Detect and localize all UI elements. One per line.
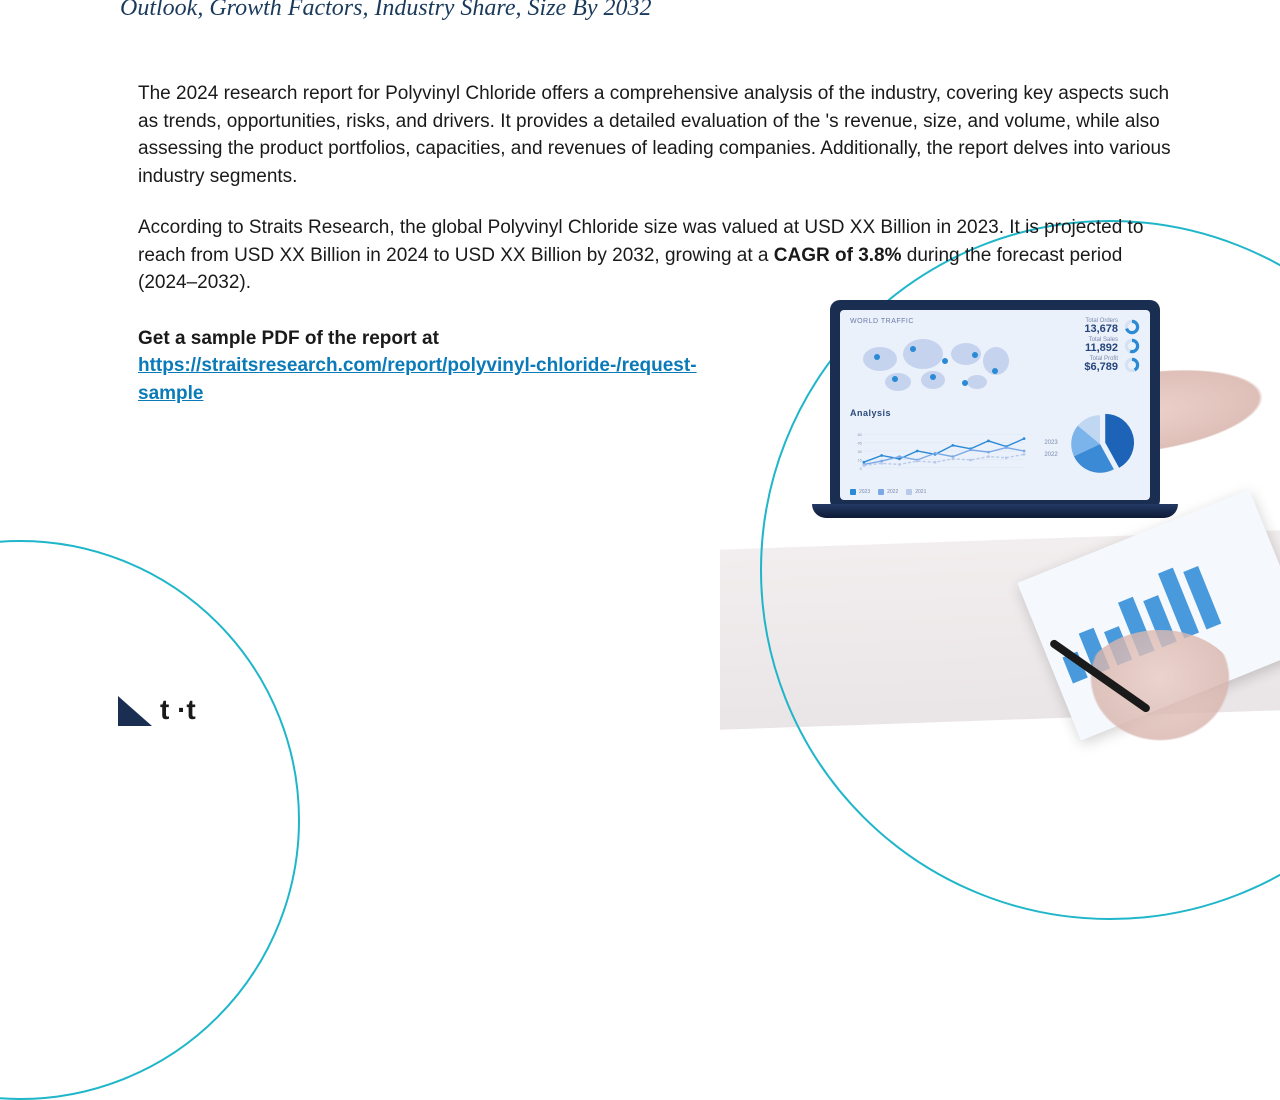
- laptop-base: [812, 504, 1178, 518]
- svg-text:30: 30: [857, 449, 862, 454]
- page-title: Outlook, Growth Factors, Industry Share,…: [120, 0, 652, 22]
- legend-label: 2021: [915, 489, 926, 495]
- legend-swatch: [878, 489, 884, 495]
- world-map: [850, 327, 1020, 397]
- laptop: WORLD TRAFFIC Total Orders13,678 Total Sa…: [830, 300, 1190, 550]
- pie-chart: [1064, 408, 1136, 480]
- legend-item: 2023: [850, 489, 870, 495]
- analysis-line-chart: 0 15 30 45 60: [850, 420, 1028, 482]
- legend-swatch: [850, 489, 856, 495]
- forecast-paragraph: According to Straits Research, the globa…: [138, 214, 1168, 297]
- legend-label: 2022: [887, 489, 898, 495]
- analysis-legend: 2023 2022 2021: [850, 489, 1028, 495]
- cagr-value: CAGR of 3.8%: [774, 245, 902, 266]
- analysis-title: Analysis: [850, 408, 1028, 418]
- pie-year: 2022: [1044, 452, 1057, 458]
- world-traffic-panel: WORLD TRAFFIC: [850, 318, 1020, 402]
- pie-panel: 2023 2022: [1040, 408, 1140, 495]
- stat-value: 13,678: [1030, 324, 1118, 335]
- hand-writing: [1080, 630, 1240, 750]
- logo-icon: [118, 696, 152, 726]
- sample-pdf-link[interactable]: https://straitsresearch.com/report/polyv…: [138, 355, 697, 404]
- svg-text:15: 15: [857, 457, 862, 462]
- pie-year: 2023: [1044, 440, 1057, 446]
- svg-text:60: 60: [857, 432, 862, 437]
- logo-text-fragment: t ·t: [160, 694, 196, 726]
- intro-paragraph: The 2024 research report for Polyvinyl C…: [138, 80, 1188, 190]
- stat-row: Total Orders13,678: [1030, 318, 1140, 335]
- sample-pdf-block: Get a sample PDF of the report at https:…: [138, 325, 738, 408]
- donut-icon: [1124, 338, 1140, 354]
- stat-row: Total Profit$6,789: [1030, 356, 1140, 373]
- donut-icon: [1124, 319, 1140, 335]
- analysis-panel: Analysis 0 15 30 45 60 2023 2022 2021: [850, 408, 1028, 495]
- decorative-curve-left: [0, 540, 300, 1100]
- svg-text:0: 0: [860, 466, 863, 471]
- legend-item: 2022: [878, 489, 898, 495]
- legend-item: 2021: [906, 489, 926, 495]
- laptop-screen: WORLD TRAFFIC Total Orders13,678 Total Sa…: [830, 300, 1160, 510]
- pie-year-labels: 2023 2022: [1044, 440, 1057, 458]
- legend-swatch: [906, 489, 912, 495]
- stats-panel: Total Orders13,678 Total Sales11,892 Total…: [1030, 318, 1140, 402]
- donut-icon: [1124, 357, 1140, 373]
- sample-pdf-lead: Get a sample PDF of the report at: [138, 328, 439, 349]
- stat-value: 11,892: [1030, 343, 1118, 354]
- world-traffic-title: WORLD TRAFFIC: [850, 318, 1020, 325]
- svg-text:45: 45: [857, 441, 862, 446]
- stat-row: Total Sales11,892: [1030, 337, 1140, 354]
- legend-label: 2023: [859, 489, 870, 495]
- dashboard: WORLD TRAFFIC Total Orders13,678 Total Sa…: [840, 310, 1150, 500]
- stat-value: $6,789: [1030, 362, 1118, 373]
